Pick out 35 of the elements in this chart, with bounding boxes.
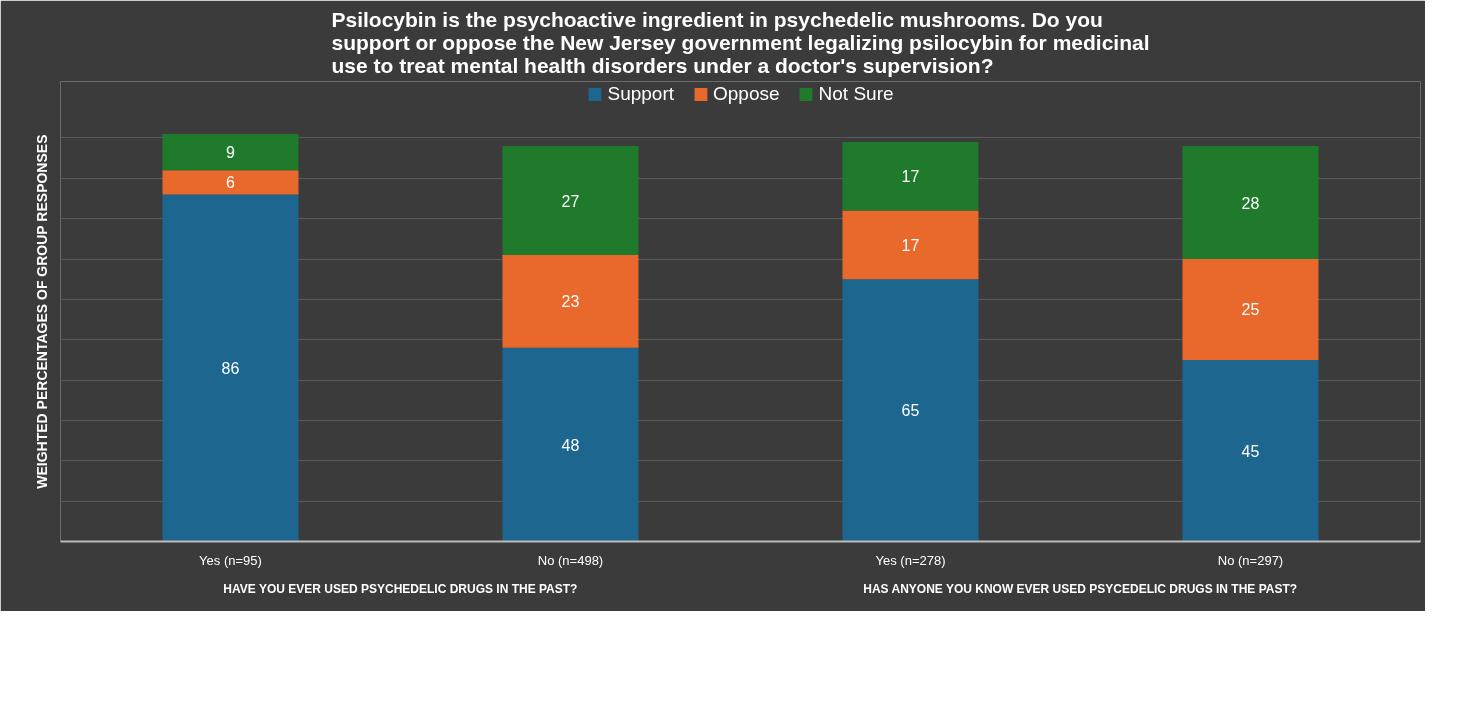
legend-label: Not Sure bbox=[818, 83, 894, 105]
data-label: 6 bbox=[226, 174, 236, 192]
data-label: 48 bbox=[561, 436, 580, 454]
bar bbox=[1182, 146, 1319, 260]
data-label: 45 bbox=[1241, 442, 1260, 460]
data-label: 17 bbox=[901, 168, 920, 186]
bar bbox=[162, 133, 299, 171]
data-label: 65 bbox=[901, 402, 920, 420]
y-axis-title: WEIGHTED PERCENTAGES OF GROUP RESPONSES bbox=[33, 134, 50, 489]
data-label: 86 bbox=[221, 359, 240, 377]
x-tick-label: No (n=498) bbox=[537, 552, 604, 568]
data-label: 25 bbox=[1241, 301, 1260, 319]
legend-label: Support bbox=[607, 83, 675, 105]
bar bbox=[162, 194, 299, 542]
bar bbox=[1182, 259, 1319, 360]
x-tick-label: No (n=297) bbox=[1217, 552, 1284, 568]
data-label: 9 bbox=[226, 144, 236, 162]
x-tick-label: Yes (n=95) bbox=[199, 552, 262, 568]
bar bbox=[842, 279, 979, 542]
bar bbox=[502, 255, 639, 348]
legend-label: Oppose bbox=[713, 83, 780, 105]
bar bbox=[842, 142, 979, 211]
bar bbox=[1182, 359, 1319, 542]
chart-title: Psilocybin is the psychoactive ingredient in psychedelic mushrooms. Do you support or oppose the New Jersey government legalizing psilocybin for medicinal use to treat mental health disorders under a doctor's supervision? bbox=[331, 7, 1150, 77]
data-label: 17 bbox=[901, 236, 920, 254]
bar bbox=[502, 146, 639, 256]
bar bbox=[842, 210, 979, 280]
bar bbox=[502, 347, 639, 542]
text: HAVE YOU EVER USED PSYCHEDELIC DRUGS IN THE PAST? bbox=[223, 581, 578, 596]
text: HAS ANYONE YOU KNOW EVER USED PSYCEDELIC DRUGS IN THE PAST? bbox=[863, 581, 1298, 596]
data-label: 27 bbox=[561, 192, 580, 210]
bar bbox=[162, 170, 299, 195]
data-label: 23 bbox=[561, 293, 580, 311]
data-label: 28 bbox=[1241, 194, 1260, 212]
x-tick-label: Yes (n=278) bbox=[875, 552, 946, 568]
